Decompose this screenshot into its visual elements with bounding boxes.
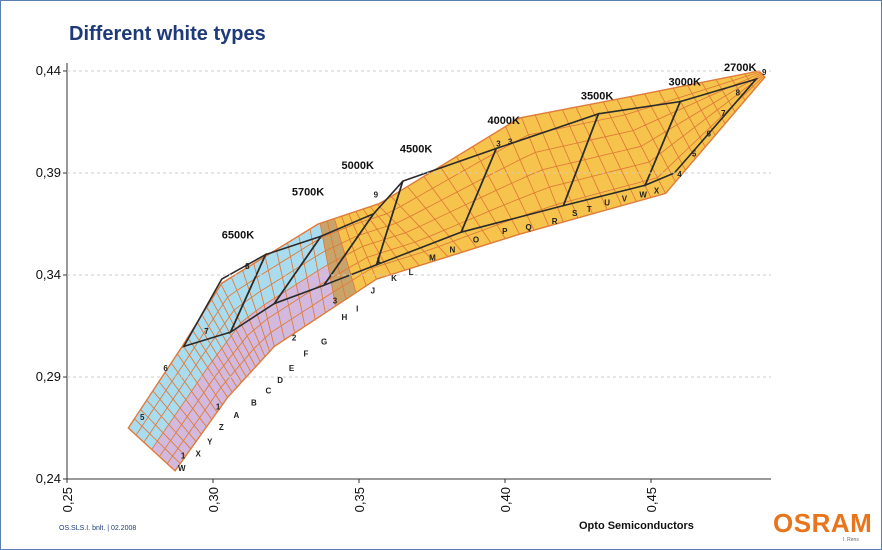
x-tick-label: 0,35	[352, 487, 367, 512]
bin-number-label: 3	[508, 137, 513, 146]
cct-label: 6500K	[222, 229, 254, 241]
slide-title: Different white types	[69, 23, 266, 45]
bin-letter-label: Z	[219, 423, 224, 432]
cct-label: 3500K	[581, 91, 613, 103]
cct-label: 2700K	[724, 62, 756, 74]
bin-letter-label: L	[409, 268, 414, 277]
bin-number-label: 7	[721, 109, 726, 118]
bin-letter-label: Q	[525, 223, 531, 232]
bin-letter-label: D	[277, 376, 283, 385]
bin-letter-label: M	[429, 254, 436, 263]
bin-number-label: 2	[292, 333, 297, 342]
bin-letter-label: A	[233, 411, 239, 420]
bin-letter-label: G	[321, 337, 327, 346]
bin-letter-label: T	[587, 205, 592, 214]
bin-letter-label: Y	[207, 437, 213, 446]
white-bin-cells	[127, 70, 766, 472]
bin-letter-label: O	[473, 235, 479, 244]
bin-letter-label: H	[341, 313, 347, 322]
bin-letter-label: X	[654, 186, 660, 195]
bin-letter-label: C	[266, 386, 272, 395]
bin-number-label: 6	[706, 129, 711, 138]
bin-number-label: 3	[496, 139, 501, 148]
bin-letter-label: W	[639, 190, 647, 199]
bin-number-label: 5	[140, 413, 145, 422]
bin-letter-label: X	[195, 450, 201, 459]
logo-caption: I. Rens	[843, 537, 859, 543]
bin-number-label: 8	[245, 262, 250, 271]
bin-letter-label: I	[356, 305, 358, 314]
bin-letter-label: U	[604, 199, 610, 208]
bin-number-label: 8	[736, 88, 741, 97]
bin-letter-label: F	[304, 350, 309, 359]
bin-letter-label: J	[371, 286, 375, 295]
x-tick-label: 0,45	[644, 487, 659, 512]
bin-number-label: 9	[762, 68, 767, 77]
cct-label: 5700K	[292, 186, 324, 198]
bin-letter-label: W	[178, 464, 186, 473]
footer-division: Opto Semiconductors	[579, 520, 694, 532]
bin-number-label: 1	[181, 452, 186, 461]
bin-number-label: 4	[677, 170, 682, 179]
bin-letter-label: R	[552, 217, 558, 226]
bin-letter-label: E	[289, 364, 295, 373]
bin-letter-label: N	[450, 246, 456, 255]
cct-label: 4500K	[400, 144, 432, 156]
y-tick-label: 0,34	[36, 267, 61, 282]
bin-number-label: 3	[333, 297, 338, 306]
bin-number-label: 1	[216, 403, 221, 412]
x-tick-label: 0,40	[498, 487, 513, 512]
cct-label: 5000K	[341, 160, 373, 172]
bin-number-label: 7	[204, 327, 209, 336]
bin-letter-label: V	[622, 195, 628, 204]
bin-number-label: 1	[377, 256, 382, 265]
y-tick-label: 0,39	[36, 165, 61, 180]
x-tick-label: 0,25	[60, 487, 75, 512]
y-tick-label: 0,44	[36, 63, 61, 78]
bin-letter-label: B	[251, 399, 257, 408]
bin-number-label: 9	[374, 190, 379, 199]
cct-label: 3000K	[669, 76, 701, 88]
y-tick-label: 0,29	[36, 369, 61, 384]
y-tick-label: 0,24	[36, 471, 61, 486]
bin-letter-label: S	[572, 209, 578, 218]
x-tick-label: 0,30	[206, 487, 221, 512]
footer-reference: OS.SLS.I. bnlt. | 02.2008	[59, 525, 137, 532]
bin-letter-label: K	[391, 274, 397, 283]
bin-number-label: 6	[163, 364, 168, 373]
bin-number-label: 5	[692, 150, 697, 159]
bin-letter-label: P	[502, 227, 508, 236]
osram-logo: OSRAM	[773, 508, 873, 538]
cct-label: 4000K	[487, 115, 519, 127]
